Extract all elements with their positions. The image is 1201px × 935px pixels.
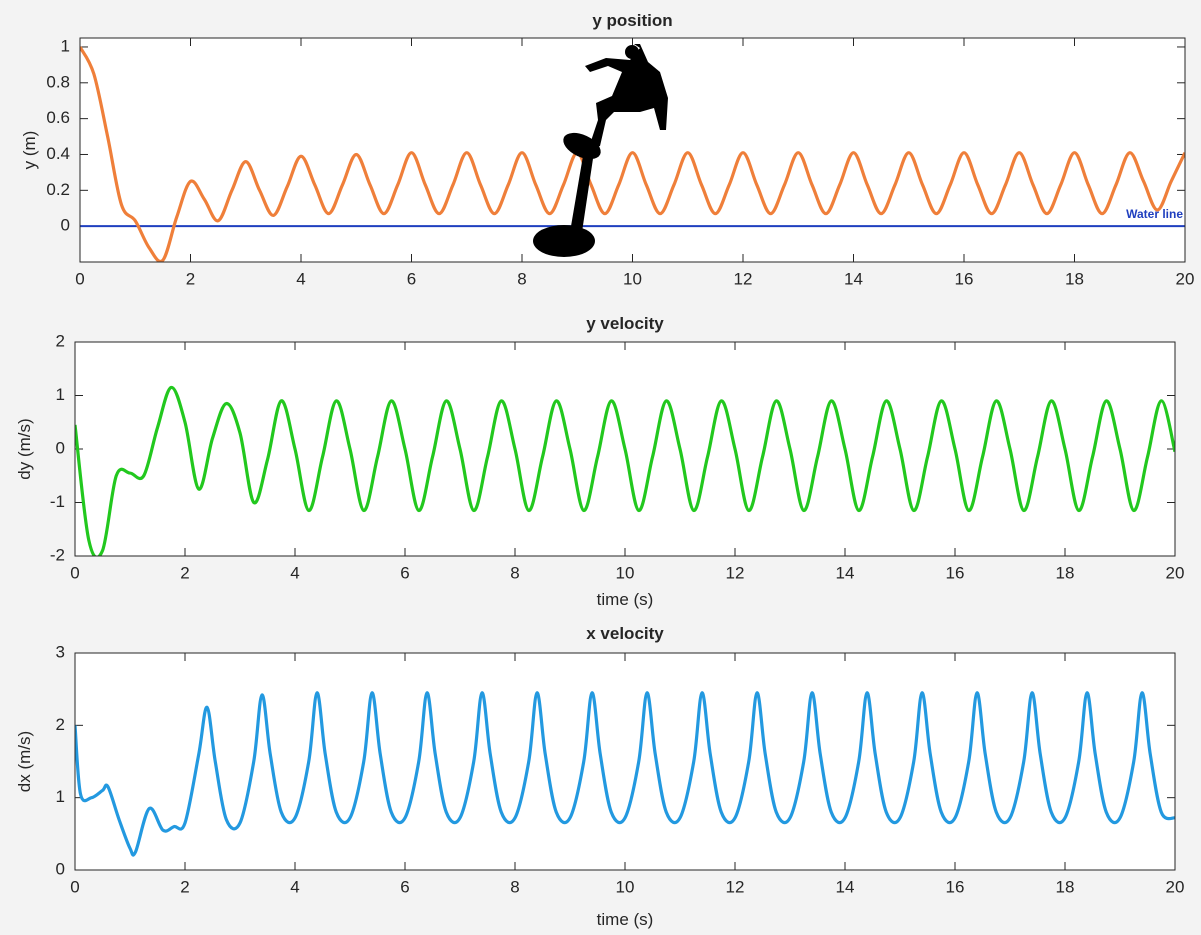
x-tick-label: 18 [1065,269,1084,288]
y-tick-label: 0.6 [46,108,70,127]
x-tick-label: 8 [510,563,519,582]
x-tick-label: 10 [623,269,642,288]
x-tick-label: 20 [1176,269,1195,288]
x-axis-label: time (s) [597,590,654,609]
y-tick-label: -1 [50,492,65,511]
x-tick-label: 20 [1166,563,1185,582]
x-tick-label: 4 [290,877,299,896]
x-tick-label: 0 [70,563,79,582]
x-tick-label: 4 [296,269,305,288]
x-tick-label: 0 [75,269,84,288]
x-tick-label: 14 [836,563,855,582]
x-tick-label: 16 [946,877,965,896]
x-tick-label: 12 [726,877,745,896]
x-tick-label: 10 [616,877,635,896]
x-tick-label: 8 [510,877,519,896]
y-tick-label: 0 [56,859,65,878]
x-tick-label: 18 [1056,563,1075,582]
y-axis-label: dy (m/s) [15,418,34,479]
y-tick-label: 0 [56,438,65,457]
y-tick-label: 0.2 [46,180,70,199]
x-tick-label: 0 [70,877,79,896]
y-tick-label: 3 [56,642,65,661]
x-tick-label: 14 [844,269,863,288]
x-tick-label: 10 [616,563,635,582]
x-tick-label: 2 [180,877,189,896]
x-tick-label: 16 [955,269,974,288]
surfer-head [625,45,639,59]
y-tick-label: -2 [50,545,65,564]
y-tick-label: 1 [56,787,65,806]
x-tick-label: 8 [517,269,526,288]
x-tick-label: 6 [400,563,409,582]
y-tick-label: 1 [61,36,70,55]
x-tick-label: 2 [180,563,189,582]
x-tick-label: 6 [400,877,409,896]
chart-title: y position [592,11,672,30]
x-tick-label: 4 [290,563,299,582]
y-tick-label: 2 [56,715,65,734]
x-tick-label: 12 [726,563,745,582]
chart-title: y velocity [586,314,664,333]
x-tick-label: 2 [186,269,195,288]
x-axis-label: time (s) [597,910,654,929]
y-tick-label: 2 [56,331,65,350]
x-tick-label: 14 [836,877,855,896]
y-tick-label: 1 [56,385,65,404]
y-tick-label: 0 [61,216,70,235]
y-tick-label: 0.8 [46,72,70,91]
axes-background [75,653,1175,870]
figure: 0246810121416182000.20.40.60.81Water lin… [0,0,1201,935]
x-tick-label: 20 [1166,877,1185,896]
chart-title: x velocity [586,624,664,643]
y-tick-label: 0.4 [46,144,70,163]
y-axis-label: y (m) [20,131,39,170]
x-tick-label: 18 [1056,877,1075,896]
page: {"chart_data": [ {"type": "line", "title… [0,0,1201,935]
x-tick-label: 6 [407,269,416,288]
surfer-base [533,225,595,257]
y-axis-label: dx (m/s) [15,731,34,792]
x-tick-label: 12 [734,269,753,288]
x-tick-label: 16 [946,563,965,582]
